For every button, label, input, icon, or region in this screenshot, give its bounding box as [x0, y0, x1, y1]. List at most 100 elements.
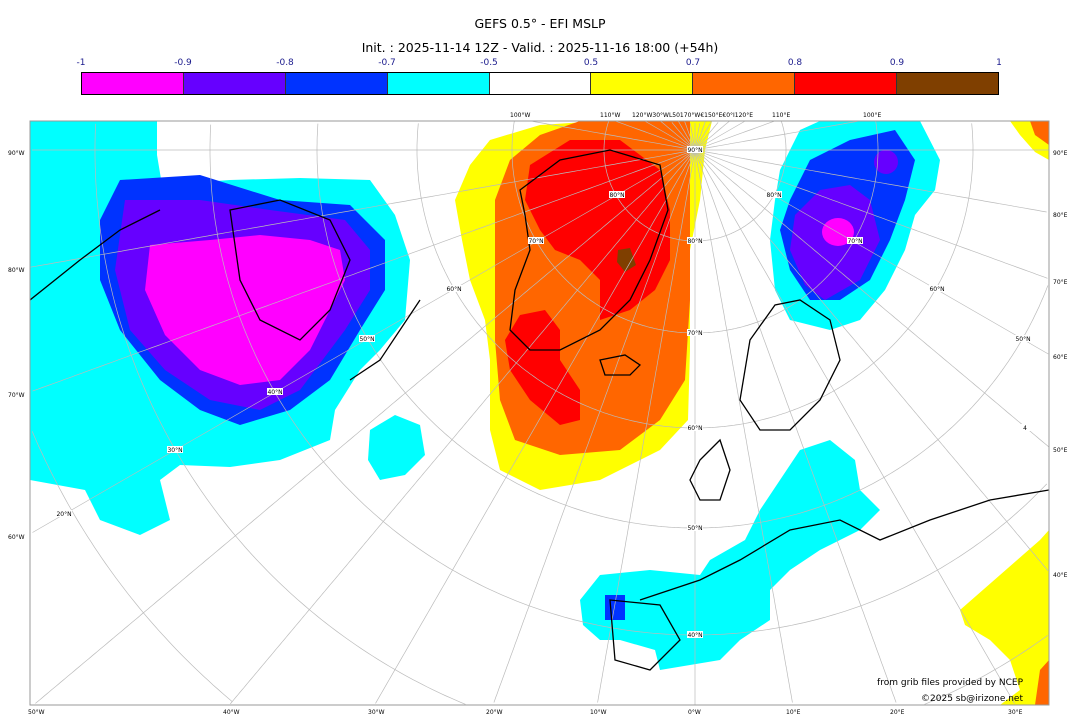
colorbar-swatch: [489, 73, 592, 94]
top-label: 100°E: [863, 112, 881, 119]
colorbar-swatch: [183, 73, 286, 94]
lat-label: 80°N: [766, 192, 781, 199]
latitude-line: [31, 431, 233, 702]
colorbar-tick: 0.8: [787, 58, 803, 68]
top-label: 110°E: [772, 112, 790, 119]
right-label: 50°E: [1053, 447, 1068, 454]
colorbar-tick: -0.7: [378, 58, 396, 68]
lat-label: 4: [1023, 425, 1027, 432]
latitude-labels: 90°N 80°N 70°N 80°N 60°N 50°N 70°N 40°N 60°N 30°N…: [56, 146, 1033, 639]
lat-label-bg: [359, 335, 375, 342]
meridian-line: [694, 121, 858, 151]
lat-label-bg: [847, 237, 863, 244]
efi-region-cyan-blob: [368, 415, 425, 480]
meridian-line: [684, 121, 696, 151]
colorbar-swatch: [897, 73, 999, 94]
lat-label: 70°N: [687, 330, 702, 337]
meridian-line: [694, 149, 793, 703]
lat-label: 30°N: [167, 447, 182, 454]
top-label: 110°W: [600, 112, 620, 119]
colorbar-swatch: [285, 73, 388, 94]
right-label: 70°E: [1053, 279, 1068, 286]
meridian-line: [678, 121, 696, 151]
left-label: 80°W: [8, 267, 25, 274]
latitude-line: [695, 483, 1048, 636]
meridian-line: [493, 149, 696, 703]
lat-label: 50°N: [687, 525, 702, 532]
meridian-line: [694, 121, 745, 151]
meridian-line: [671, 122, 696, 151]
colorbar-tick: 0.5: [583, 58, 599, 68]
bottom-label: 10°E: [786, 709, 801, 716]
latitude-line: [416, 123, 695, 429]
top-label: 120°W30°WL50170°W€150°E€0°I120°E: [632, 112, 753, 119]
lat-label-bg: [687, 631, 703, 638]
lat-label-bg: [1015, 335, 1031, 342]
right-label: 60°E: [1053, 354, 1068, 361]
efi-region-red-south: [505, 310, 580, 425]
efi-region-magenta-west: [145, 235, 345, 385]
right-label: 40°E: [1053, 572, 1068, 579]
colorbar-tick: 1: [996, 58, 1002, 68]
colorbar: [81, 72, 999, 95]
efi-region-brown: [617, 248, 636, 272]
latitude-line: [695, 121, 787, 242]
left-label: 90°W: [8, 150, 25, 157]
credit-text: from grib files provided by NCEP: [877, 678, 1024, 688]
latitude-line: [603, 121, 695, 242]
lat-label-bg: [929, 285, 945, 292]
meridian-line: [532, 121, 696, 151]
left-label: 70°W: [8, 392, 25, 399]
lat-label-bg: [1017, 424, 1033, 431]
lat-label-bg: [687, 146, 703, 153]
colorbar-swatch: [693, 73, 796, 94]
efi-region-orange-east: [1035, 660, 1049, 705]
chart-title: GEFS 0.5° - EFI MSLP: [474, 16, 606, 31]
map-frame: [29, 120, 1050, 706]
efi-region-blue-iberia: [605, 595, 625, 620]
colorbar-swatch: [591, 73, 694, 94]
lat-label: 40°N: [267, 389, 282, 396]
meridian-line: [30, 149, 696, 268]
meridian-line: [597, 149, 696, 703]
colorbar-tick: 0.9: [889, 58, 905, 68]
bottom-label: 20°W: [486, 709, 503, 716]
colorbar-tick: 0.7: [685, 58, 701, 68]
lat-label-bg: [446, 285, 462, 292]
lat-label-bg: [609, 191, 625, 198]
lat-label: 20°N: [56, 511, 71, 518]
lat-label-bg: [167, 446, 183, 453]
lat-label: 90°N: [687, 147, 702, 154]
left-label: 60°W: [8, 534, 25, 541]
lat-label: 70°N: [528, 238, 543, 245]
meridian-line: [694, 149, 1049, 355]
lat-label-bg: [687, 524, 703, 531]
latitude-line: [316, 123, 695, 529]
latitude-line: [695, 285, 1049, 529]
bottom-label: 50°W: [28, 709, 45, 716]
bottom-label: 0°W: [688, 709, 701, 716]
lat-label: 50°N: [359, 336, 374, 343]
meridian-line: [694, 149, 897, 703]
lat-label-bg: [687, 237, 703, 244]
efi-region-magenta-north: [822, 218, 854, 246]
lat-label-bg: [528, 237, 544, 244]
lat-label-bg: [766, 191, 782, 198]
lat-label: 70°N: [847, 238, 862, 245]
bottom-label: 30°W: [368, 709, 385, 716]
meridian-line: [660, 121, 696, 151]
meridian-line: [230, 149, 696, 705]
colorbar-tick: -0.5: [480, 58, 498, 68]
coastlines: [30, 149, 1049, 671]
latitude-line: [695, 123, 974, 429]
colorbar-tick: -0.8: [276, 58, 294, 68]
chart-subtitle: Init. : 2025-11-14 12Z - Valid. : 2025-1…: [361, 40, 719, 55]
meridian-line: [645, 121, 696, 151]
colorbar-tick: -1: [76, 58, 86, 68]
lat-label-bg: [687, 424, 703, 431]
meridian-line: [694, 122, 719, 151]
meridian-line: [694, 149, 1047, 213]
meridian-line: [694, 123, 701, 151]
meridian-line: [615, 121, 696, 151]
